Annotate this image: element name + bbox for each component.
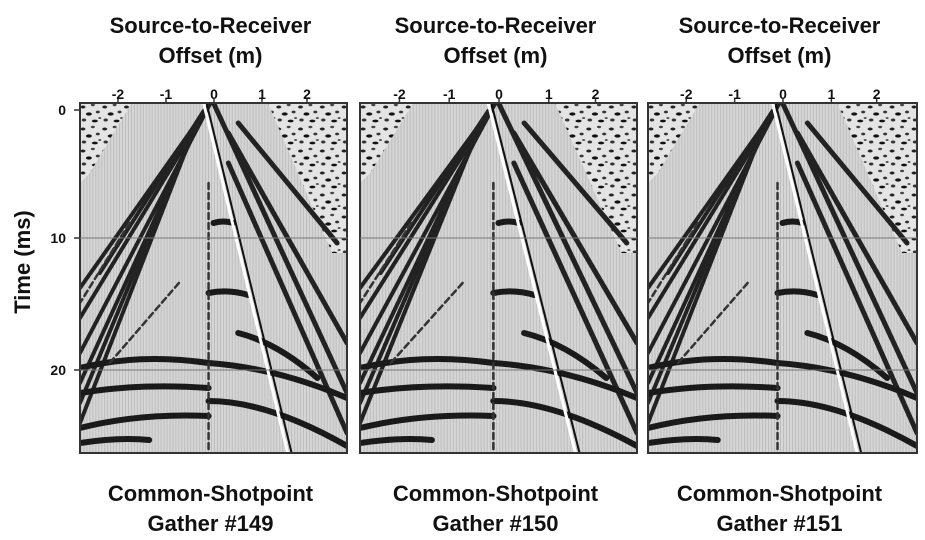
panel-title: Offset (m): [159, 43, 263, 68]
panel-caption: Common-Shotpoint: [393, 481, 599, 506]
x-tick-label: 2: [873, 86, 881, 102]
panel-caption: Gather #151: [717, 511, 843, 535]
gather-image: [80, 103, 347, 453]
y-tick-label: 20: [50, 362, 66, 378]
x-tick-label: 1: [545, 86, 553, 102]
panel-title: Source-to-Receiver: [395, 13, 597, 38]
x-tick-label: -1: [160, 86, 173, 102]
panel-title: Source-to-Receiver: [679, 13, 881, 38]
panel-caption: Gather #149: [148, 511, 274, 535]
panel-caption: Common-Shotpoint: [108, 481, 314, 506]
panel-title: Source-to-Receiver: [110, 13, 312, 38]
x-tick-label: 0: [495, 86, 503, 102]
y-tick-label: 0: [58, 102, 66, 118]
y-tick-label: 10: [50, 230, 66, 246]
gather-image: [648, 103, 917, 453]
gather-image: [360, 103, 637, 453]
panel-caption: Common-Shotpoint: [677, 481, 883, 506]
x-tick-label: -2: [112, 86, 125, 102]
x-tick-label: 2: [592, 86, 600, 102]
x-tick-label: -1: [728, 86, 741, 102]
x-tick-label: -2: [680, 86, 693, 102]
x-tick-label: -1: [443, 86, 456, 102]
panel-title: Offset (m): [444, 43, 548, 68]
x-tick-label: 2: [303, 86, 311, 102]
x-tick-label: -2: [393, 86, 406, 102]
panel-title: Offset (m): [728, 43, 832, 68]
x-tick-label: 1: [258, 86, 266, 102]
panel-caption: Gather #150: [433, 511, 559, 535]
y-axis-label: Time (ms): [10, 210, 35, 314]
x-tick-label: 0: [210, 86, 218, 102]
x-tick-label: 1: [827, 86, 835, 102]
x-tick-label: 0: [779, 86, 787, 102]
